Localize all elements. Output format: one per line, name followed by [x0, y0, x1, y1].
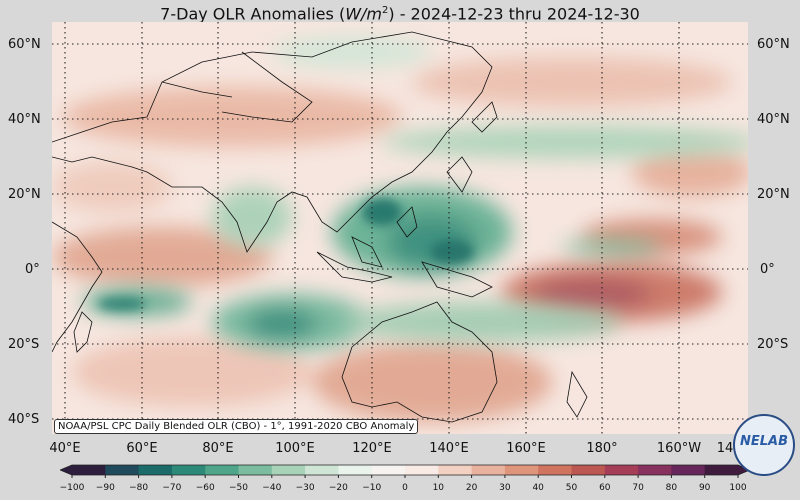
- lon-label-160e: 160°E: [506, 441, 546, 456]
- lat-label-20n-right: 20°N: [757, 187, 790, 202]
- logo-text: NELAB: [739, 434, 789, 449]
- lon-label-80e: 80°E: [202, 441, 234, 456]
- colorbar-tick-label: 60: [599, 483, 611, 493]
- colorbar-swatch: [205, 465, 239, 475]
- lon-label-100e: 100°E: [275, 441, 315, 456]
- colorbar-tick-label: 100: [729, 483, 747, 493]
- lat-label-eq-left: 0°: [25, 262, 40, 277]
- colorbar-swatch: [338, 465, 373, 475]
- colorbar-swatch: [105, 465, 140, 475]
- colorbar-tick-label: 50: [565, 483, 578, 493]
- colorbar-tick-label: −40: [262, 483, 282, 493]
- colorbar-swatch: [571, 465, 606, 475]
- colorbar-tick-label: 40: [532, 483, 544, 493]
- colorbar-swatch: [371, 465, 406, 475]
- olr-anomaly-map: [52, 22, 748, 434]
- lat-label-20n-left: 20°N: [8, 187, 41, 202]
- colorbar-tick-label: 10: [432, 483, 445, 493]
- colorbar-tick-label: −80: [129, 483, 149, 493]
- colorbar-tick-label: −60: [195, 483, 215, 493]
- colorbar-swatch: [238, 465, 273, 475]
- colorbar-tick-label: 80: [665, 483, 678, 493]
- lon-label-180: 180°: [586, 441, 618, 456]
- lon-label-120e: 120°E: [352, 441, 392, 456]
- lat-label-20s-right: 20°S: [757, 337, 789, 352]
- map-title: 7-Day OLR Anomalies (W/m2) - 2024-12-23 …: [160, 4, 640, 24]
- colorbar-swatch: [271, 465, 306, 475]
- colorbar-swatch: [138, 465, 173, 475]
- lon-label-40e: 40°E: [49, 441, 81, 456]
- colorbar-extend-max: [738, 465, 750, 475]
- colorbar-tick-label: −10: [362, 483, 382, 493]
- colorbar-tick-label: −20: [328, 483, 348, 493]
- lat-label-40n-left: 40°N: [8, 112, 41, 127]
- colorbar-tick-label: 20: [465, 483, 478, 493]
- noaa-lab-logo: NELAB: [733, 414, 795, 476]
- colorbar-swatch: [671, 465, 706, 475]
- lon-label-140w-partial: 14: [716, 441, 734, 456]
- colorbar-tick-label: 90: [698, 483, 711, 493]
- lat-label-40n-right: 40°N: [757, 112, 790, 127]
- lat-label-60n-right: 60°N: [757, 37, 790, 52]
- lon-label-160w: 160°W: [656, 441, 702, 456]
- colorbar-swatch: [704, 465, 739, 475]
- colorbar-tick-label: −100: [59, 483, 85, 493]
- colorbar-tick-label: −30: [295, 483, 315, 493]
- colorbar-tick-label: −70: [162, 483, 182, 493]
- lon-label-140e: 140°E: [429, 441, 469, 456]
- lat-label-20s-left: 20°S: [8, 337, 40, 352]
- colorbar-tick-label: 0: [402, 483, 408, 493]
- colorbar-tick-label: 30: [499, 483, 511, 493]
- colorbar-swatch: [405, 465, 439, 475]
- lat-label-60n-left: 60°N: [8, 37, 41, 52]
- colorbar-extend-min: [60, 465, 72, 475]
- data-source-note: NOAA/PSL CPC Daily Blended OLR (CBO) - 1…: [54, 419, 419, 434]
- colorbar-swatch: [72, 465, 106, 475]
- colorbar-swatch: [504, 465, 539, 475]
- colorbar-swatch: [538, 465, 572, 475]
- colorbar-tick-label: −50: [229, 483, 248, 493]
- lat-label-40s-left: 40°S: [8, 412, 40, 427]
- colorbar-swatch: [171, 465, 206, 475]
- colorbar-tick-label: 70: [632, 483, 644, 493]
- colorbar-swatch: [305, 465, 339, 475]
- colorbar-swatch: [438, 465, 473, 475]
- colorbar-swatch: [604, 465, 639, 475]
- colorbar-tick-label: −90: [95, 483, 115, 493]
- lon-label-60e: 60°E: [126, 441, 158, 456]
- colorbar: −100 −90 −80 −70 −60 −50 −40 −30 −20 −10 0 10 20 30 40…: [58, 461, 752, 497]
- lat-label-eq-right: 0°: [760, 262, 775, 277]
- colorbar-swatch: [471, 465, 506, 475]
- colorbar-swatch: [638, 465, 672, 475]
- colorbar-gradient: [58, 464, 752, 478]
